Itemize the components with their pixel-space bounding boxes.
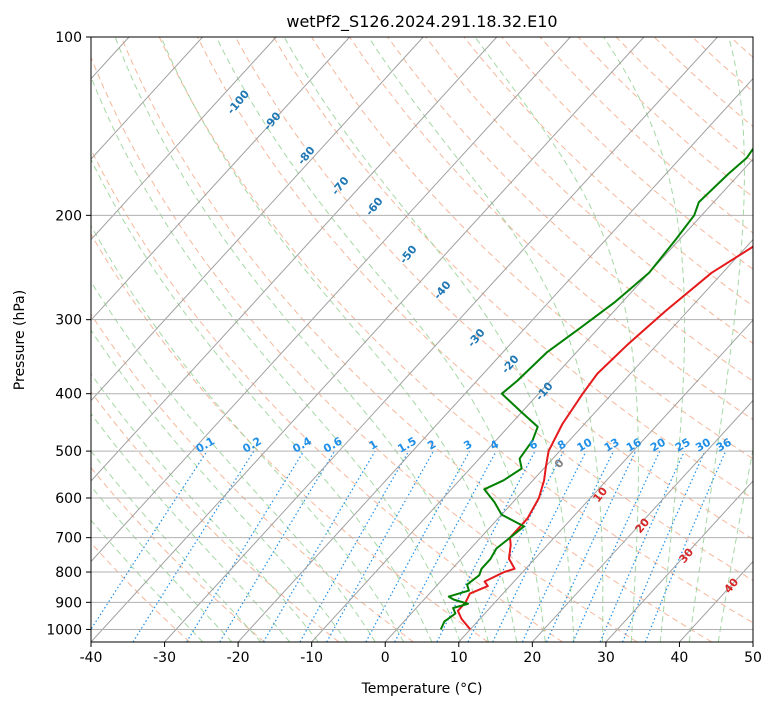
x-tick-label: -30 bbox=[153, 650, 176, 666]
x-tick-label: 0 bbox=[381, 650, 390, 666]
x-tick-label: -10 bbox=[300, 650, 323, 666]
moist-adiabat bbox=[91, 158, 433, 642]
isotherm-line bbox=[91, 37, 498, 482]
temperature-profile bbox=[456, 245, 753, 631]
y-tick-label: 900 bbox=[55, 595, 82, 611]
mixing-ratio-line bbox=[572, 450, 661, 642]
mixing-ratio-line bbox=[467, 450, 565, 642]
moist-adiabat bbox=[91, 224, 405, 642]
moist-adiabat bbox=[91, 485, 233, 642]
moist-adiabat bbox=[91, 373, 319, 642]
x-tick-label: -20 bbox=[227, 650, 250, 666]
y-tick-label: 400 bbox=[55, 387, 82, 403]
dry-adiabat bbox=[91, 466, 265, 642]
moist-adiabat bbox=[283, 37, 575, 642]
y-tick-label: 300 bbox=[55, 313, 82, 329]
y-tick-label: 700 bbox=[55, 531, 82, 547]
isotherm-line bbox=[91, 37, 351, 321]
plot-frame bbox=[90, 36, 754, 643]
moist-adiabat bbox=[91, 450, 262, 642]
dry-adiabat bbox=[196, 37, 753, 582]
y-tick-label: 200 bbox=[55, 208, 82, 224]
y-tick-label: 600 bbox=[55, 491, 82, 507]
moist-adiabat bbox=[114, 37, 489, 642]
dry-adiabat bbox=[234, 37, 753, 540]
x-tick-label: 10 bbox=[450, 650, 468, 666]
x-tick-label: 50 bbox=[744, 650, 762, 666]
moist-adiabat bbox=[215, 37, 546, 642]
isotherm-line bbox=[91, 37, 571, 563]
dry-adiabat bbox=[311, 37, 753, 460]
mixing-ratio-line bbox=[365, 450, 471, 642]
isotherm-line bbox=[91, 37, 277, 241]
moist-adiabat bbox=[91, 519, 204, 642]
mixing-ratio-line bbox=[186, 450, 305, 642]
moist-adiabat bbox=[717, 446, 753, 642]
mixing-ratio-line bbox=[132, 450, 255, 642]
mixing-ratio-line bbox=[492, 450, 587, 642]
profile-lines bbox=[439, 147, 753, 631]
dry-adiabat bbox=[387, 37, 753, 382]
isotherm-line bbox=[605, 480, 753, 642]
moist-adiabat bbox=[91, 75, 461, 642]
y-tick-label: 100 bbox=[55, 30, 82, 46]
mixing-ratio-line bbox=[622, 450, 706, 642]
y-axis-label: Pressure (hPa) bbox=[12, 290, 28, 390]
x-axis-label: Temperature (°C) bbox=[361, 681, 483, 697]
isotherm-line bbox=[237, 77, 753, 642]
dry-adiabat bbox=[91, 148, 563, 642]
x-axis: -40 -30 -20 -10 0 10 20 30 40 50 bbox=[80, 642, 762, 666]
moist-adiabat bbox=[368, 37, 604, 642]
x-tick-label: 40 bbox=[671, 650, 689, 666]
dry-adiabat bbox=[91, 55, 638, 642]
dry-adiabat bbox=[120, 37, 713, 642]
mixing-ratio-line bbox=[599, 450, 686, 642]
isotherm-line bbox=[311, 158, 753, 642]
y-tick-label: 1000 bbox=[46, 622, 82, 638]
background-lines bbox=[91, 37, 753, 642]
isotherm-line bbox=[164, 37, 718, 642]
dry-adiabat bbox=[91, 233, 489, 642]
dry-adiabat bbox=[349, 37, 753, 421]
dry-adiabat bbox=[273, 37, 753, 500]
dry-adiabat bbox=[158, 37, 753, 624]
isotherm-line bbox=[384, 238, 753, 642]
x-tick-label: 20 bbox=[523, 650, 541, 666]
mixing-ratio-line bbox=[219, 450, 336, 642]
dry-adiabat bbox=[91, 542, 191, 642]
moist-adiabat bbox=[688, 37, 745, 642]
moist-adiabat bbox=[603, 37, 686, 642]
mixing-ratio-line bbox=[91, 450, 208, 631]
isotherm-line bbox=[91, 37, 645, 642]
isotherm-line bbox=[458, 319, 753, 642]
y-tick-label: 800 bbox=[55, 565, 82, 581]
x-tick-label: 30 bbox=[597, 650, 615, 666]
dewpoint-profile bbox=[439, 147, 753, 630]
mixing-ratio-line bbox=[394, 450, 497, 642]
y-axis: 100 200 300 400 500 600 700 800 900 1000 bbox=[46, 30, 91, 638]
mixing-ratio-line bbox=[326, 450, 435, 642]
moist-adiabat bbox=[91, 412, 291, 642]
x-tick-label: -40 bbox=[80, 650, 103, 666]
moist-adiabat bbox=[474, 37, 639, 642]
isotherm-line bbox=[91, 37, 203, 160]
isotherm-line bbox=[531, 399, 753, 642]
y-tick-label: 500 bbox=[55, 444, 82, 460]
isotherm-line bbox=[91, 37, 424, 402]
chart-title: wetPf2_S126.2024.291.18.32.E10 bbox=[286, 12, 557, 32]
